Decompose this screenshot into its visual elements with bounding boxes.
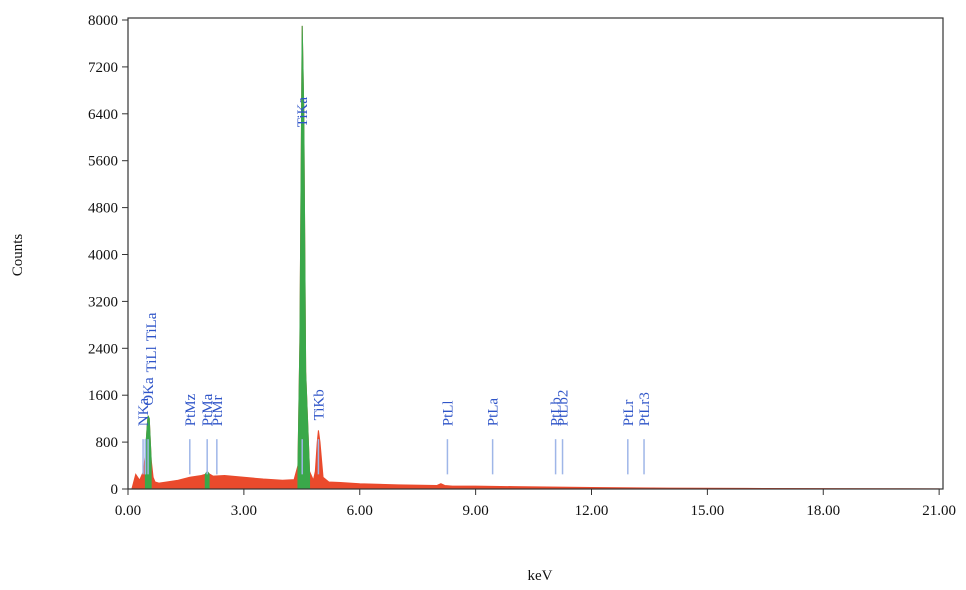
peak-label: TiLl (144, 346, 160, 372)
peak-label: OKa (141, 377, 157, 406)
peak-label: PtLl (440, 400, 456, 426)
plot-frame (128, 18, 943, 489)
x-tick-label: 12.00 (575, 503, 609, 519)
x-tick-label: 6.00 (347, 503, 373, 519)
y-tick-label: 2400 (88, 341, 118, 357)
x-tick-label: 3.00 (231, 503, 257, 519)
y-tick-label: 4800 (88, 201, 118, 217)
chart: Counts keV 0 800 1600 2400 3200 4000 4800 5600 6… (0, 0, 966, 590)
peak-label: PtMz (183, 393, 199, 426)
peak-label: PtLr (621, 400, 637, 427)
spectrum-area (298, 26, 310, 489)
peak-label: PtLb2 (556, 390, 572, 427)
y-tick-label: 7200 (88, 60, 118, 76)
y-tick-label: 8000 (88, 13, 118, 29)
y-tick-label: 3200 (88, 294, 118, 310)
y-tick-label: 4000 (88, 248, 118, 264)
y-tick-label: 6400 (88, 107, 118, 123)
peak-label: PtLr3 (637, 392, 653, 426)
y-tick-label: 5600 (88, 154, 118, 170)
spectrum-area (132, 26, 939, 489)
y-tick-label: 0 (111, 482, 119, 498)
x-axis-label: keV (528, 568, 553, 584)
x-tick-label: 15.00 (691, 503, 725, 519)
peak-label: TiLa (144, 312, 160, 341)
peak-label: TiKb (311, 389, 327, 420)
y-tick-label: 1600 (88, 388, 118, 404)
peak-label: PtLa (486, 398, 502, 427)
x-tick-label: 21.00 (922, 503, 956, 519)
peak-label: PtMr (210, 395, 226, 426)
x-tick-label: 18.00 (806, 503, 840, 519)
y-axis-label: Counts (10, 234, 26, 277)
peak-label: TiKa (295, 97, 311, 128)
x-tick-label: 9.00 (463, 503, 489, 519)
y-tick-label: 800 (96, 435, 119, 451)
x-tick-label: 0.00 (115, 503, 141, 519)
